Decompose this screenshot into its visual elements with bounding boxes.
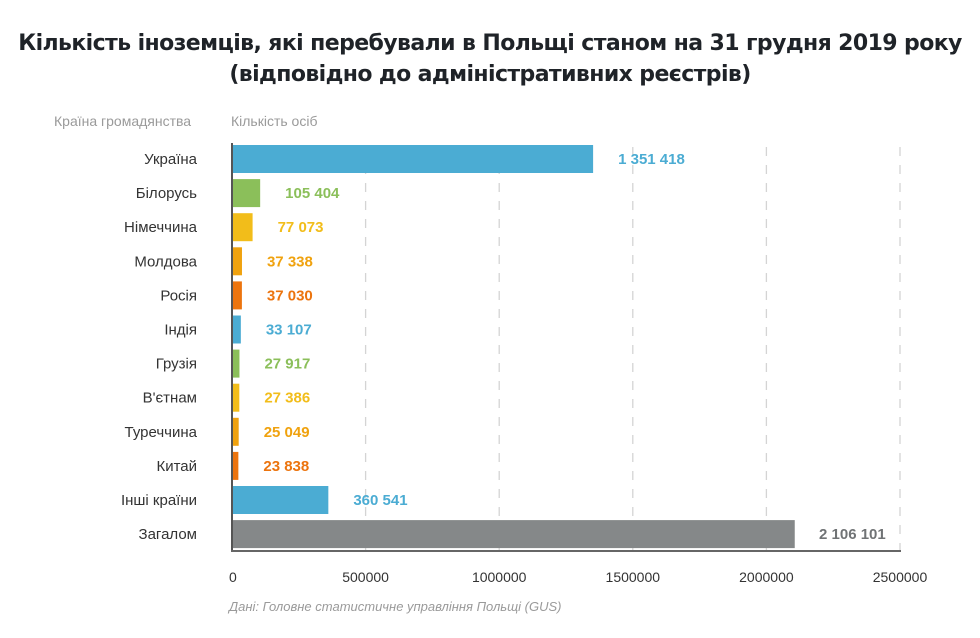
category-label: Україна [144,151,198,168]
value-label: 23 838 [263,458,309,475]
category-label: Росія [160,287,197,304]
gridlines [364,147,901,551]
category-label: В'єтнам [143,390,197,407]
value-label: 25 049 [264,424,310,441]
chart-title-line-1: Кількість іноземців, які перебували в По… [18,31,962,56]
category-label: Німеччина [124,219,198,236]
bar [232,145,594,173]
category-label: Китай [156,458,197,475]
value-label: 27 917 [264,356,310,373]
x-tick-label: 2000000 [739,569,794,585]
value-label: 27 386 [264,390,310,407]
bar [232,486,329,514]
bar [232,247,242,276]
x-tick-label: 2500000 [873,569,928,585]
bar [232,383,240,412]
chart-title-line-2: (відповідно до адміністративних реєстрів… [229,62,751,87]
category-label: Грузія [156,356,197,373]
category-label: Загалом [139,526,197,543]
bar [232,315,241,344]
value-label: 33 107 [266,322,312,339]
category-label: Білорусь [136,185,197,202]
bar [232,179,261,208]
value-label: 1 351 418 [618,151,685,168]
x-tick-label: 500000 [342,569,389,585]
bar [232,349,240,378]
value-axis-label: Кількість осіб [231,113,318,129]
category-axis-label: Країна громадянства [54,113,192,129]
value-label: 37 338 [267,253,313,270]
category-label: Молдова [134,253,197,270]
source-note: Дані: Головне статистичне управління Пол… [229,599,562,614]
bar [232,451,239,480]
value-label: 77 073 [278,219,324,236]
value-label: 37 030 [267,287,313,304]
bars [232,145,795,549]
bar [232,281,242,310]
value-label: 2 106 101 [819,526,886,543]
value-label: 360 541 [353,492,407,509]
category-labels: Україна Білорусь Німеччина Молдова Росія Інді… [121,151,198,543]
bar [232,213,253,242]
category-label: Індія [164,322,197,339]
bar [232,417,239,446]
x-tick-label: 1000000 [472,569,527,585]
chart-title: Кількість іноземців, які перебували в По… [0,28,980,90]
category-label: Інші країни [121,492,197,509]
value-label: 105 404 [285,185,340,202]
bar [232,520,795,549]
value-labels: 1 351 418 105 404 77 073 37 338 37 030 33 107… [263,151,885,543]
x-tick-label: 0 [229,569,237,585]
x-tick-label: 1500000 [606,569,661,585]
x-tick-labels: 0 500000 1000000 1500000 2000000 2500000 [229,569,927,585]
category-label: Туреччина [125,424,198,441]
